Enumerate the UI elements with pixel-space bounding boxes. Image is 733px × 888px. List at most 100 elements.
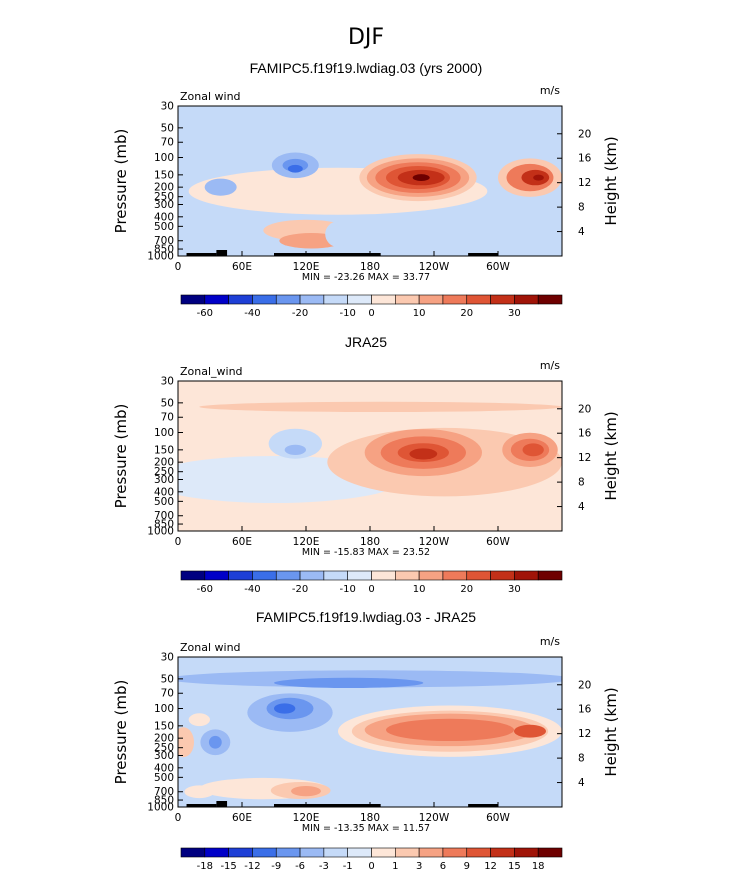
colorbar-swatch <box>371 847 396 858</box>
y2-axis-label: Height (km) <box>602 411 620 500</box>
y2-tick-label: 8 <box>578 477 585 489</box>
colorbar-swatch <box>323 847 348 858</box>
colorbar-label: -3 <box>319 861 329 872</box>
colorbar-swatch <box>180 570 206 581</box>
y-tick-label: 300 <box>154 474 174 486</box>
colorbar-swatch <box>418 847 444 858</box>
colorbar-swatch <box>347 570 372 581</box>
colorbar-swatch <box>395 294 420 305</box>
panel-3: FAMIPC5.f19f19.lwdiag.03 - JRA25 Zonal wi… <box>112 609 620 872</box>
y-tick-label: 300 <box>154 199 174 211</box>
colorbar-swatch <box>180 294 206 305</box>
min-max-label: MIN = -15.83 MAX = 23.52 <box>302 547 430 558</box>
contour-region-4 <box>274 703 296 714</box>
colorbar-swatch <box>299 847 325 858</box>
contour-region-18 <box>184 785 215 799</box>
contour-region-11 <box>199 401 562 413</box>
colorbar-label: 30 <box>508 308 521 319</box>
topography-3 <box>468 804 498 807</box>
colorbar-label: -1 <box>343 861 353 872</box>
min-max-label: MIN = -23.26 MAX = 33.77 <box>302 272 430 283</box>
colorbar-swatch <box>395 570 420 581</box>
colorbar-label: 0 <box>368 308 374 319</box>
y2-tick-label: 16 <box>578 428 592 440</box>
y2-tick-label: 20 <box>578 128 591 140</box>
x-tick-label: 120W <box>419 812 450 824</box>
y-tick-label: 400 <box>154 486 174 498</box>
contour-region-12 <box>425 764 464 782</box>
colorbar-label: -6 <box>295 861 305 872</box>
colorbar-swatch <box>204 847 229 858</box>
x-tick-label: 0 <box>175 261 182 273</box>
colorbar-label: 18 <box>532 861 545 872</box>
y-tick-label: 200 <box>154 182 174 194</box>
y-tick-label: 500 <box>154 496 174 508</box>
y-tick-label: 1000 <box>147 802 174 814</box>
contour-region-8 <box>466 213 530 240</box>
panel-title: FAMIPC5.f19f19.lwdiag.03 (yrs 2000) <box>250 60 483 76</box>
left-label: Zonal wind <box>180 90 241 103</box>
y-tick-label: 100 <box>154 703 174 715</box>
colorbar-swatch <box>418 570 444 581</box>
colorbar-swatch <box>514 570 539 581</box>
colorbar-label: 10 <box>413 308 426 319</box>
colorbar-label: -60 <box>197 308 213 319</box>
colorbar-swatch <box>323 570 348 581</box>
y-tick-label: 70 <box>161 137 174 149</box>
colorbar-swatch <box>180 847 206 858</box>
y-tick-label: 50 <box>161 397 174 409</box>
colorbar-swatch <box>252 570 277 581</box>
topography-3 <box>468 253 498 256</box>
colorbar-swatch <box>514 847 539 858</box>
colorbar-swatch <box>442 294 468 305</box>
contour-region-18 <box>533 174 544 181</box>
contour-region-14 <box>412 174 430 182</box>
y-tick-label: 1000 <box>147 251 174 263</box>
panel-title: FAMIPC5.f19f19.lwdiag.03 - JRA25 <box>256 609 476 625</box>
y2-tick-label: 12 <box>578 177 591 189</box>
y2-tick-label: 8 <box>578 202 585 214</box>
colorbar-swatch <box>252 847 277 858</box>
colorbar-swatch <box>228 847 253 858</box>
y-tick-label: 700 <box>154 510 174 522</box>
colorbar-swatch <box>252 294 277 305</box>
y2-tick-label: 4 <box>578 501 585 513</box>
colorbar-swatch <box>275 847 301 858</box>
contour-region-1 <box>274 677 424 689</box>
colorbar-label: -60 <box>197 584 213 595</box>
colorbar-swatch <box>395 847 420 858</box>
y2-tick-label: 20 <box>578 403 591 415</box>
right-label: m/s <box>540 359 560 372</box>
colorbar-swatch <box>490 847 515 858</box>
y-axis-label: Pressure (mb) <box>112 680 130 785</box>
y2-tick-label: 20 <box>578 679 591 691</box>
colorbar-swatch <box>275 294 301 305</box>
colorbar-swatch <box>228 294 253 305</box>
y-tick-label: 150 <box>154 444 174 456</box>
contour-region-17 <box>188 713 210 727</box>
colorbar-swatch <box>418 294 444 305</box>
y2-tick-label: 4 <box>578 777 585 789</box>
colorbar-swatch <box>347 847 372 858</box>
left-label: Zonal_wind <box>180 365 243 378</box>
contour-region-10 <box>522 443 544 457</box>
colorbar-label: 10 <box>413 584 426 595</box>
y-tick-label: 300 <box>154 750 174 762</box>
y-tick-label: 400 <box>154 211 174 223</box>
x-tick-label: 60E <box>232 812 252 824</box>
colorbar-swatch <box>347 294 372 305</box>
y-tick-label: 70 <box>161 688 174 700</box>
colorbar-label: 6 <box>440 861 446 872</box>
y-tick-label: 250 <box>154 191 174 203</box>
colorbar-label: -15 <box>220 861 236 872</box>
x-tick-label: 60W <box>486 536 510 548</box>
x-tick-label: 120E <box>293 261 320 273</box>
contour-region-10 <box>386 718 514 742</box>
x-tick-label: 120W <box>419 261 450 273</box>
colorbar-label: 0 <box>368 584 374 595</box>
contour-region-7 <box>325 221 351 247</box>
y-tick-label: 850 <box>154 519 174 531</box>
x-tick-label: 180 <box>360 812 380 824</box>
y-tick-label: 50 <box>161 673 174 685</box>
